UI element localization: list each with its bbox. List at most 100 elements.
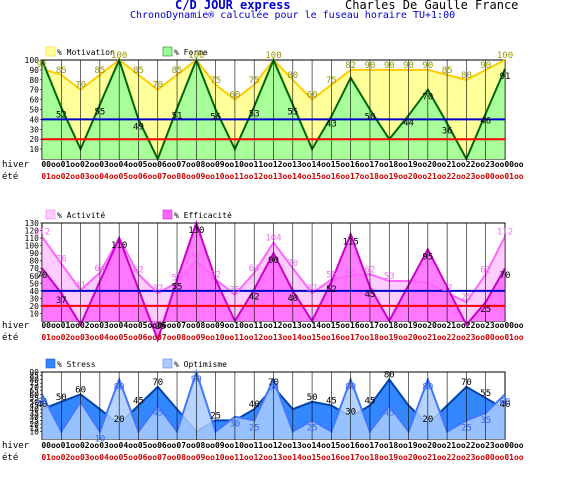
- data-label: 85: [133, 66, 144, 76]
- data-label: 53: [384, 272, 395, 282]
- x-tick-ete: 11oo: [234, 172, 253, 181]
- x-tick-ete: 02oo: [61, 453, 80, 462]
- y-tick-label: 20: [29, 420, 39, 429]
- x-tick-ete: 18oo: [369, 172, 388, 181]
- x-tick-hiver: 17oo: [369, 160, 388, 169]
- data-label: 100: [111, 51, 127, 61]
- y-tick-label: 10: [29, 428, 39, 437]
- x-tick-hiver: 02oo: [80, 160, 99, 169]
- data-label: 80: [422, 382, 433, 392]
- x-tick-ete: 14oo: [292, 453, 311, 462]
- x-tick-ete: 07oo: [157, 172, 176, 181]
- row-label-ete: été: [2, 171, 18, 182]
- data-label: 45: [133, 397, 144, 407]
- y-tick-label: 110: [25, 234, 40, 243]
- x-tick-hiver: 00oo: [504, 160, 523, 169]
- x-tick-hiver: 18oo: [389, 160, 408, 169]
- data-label: 25: [461, 423, 472, 433]
- x-tick-hiver: 07oo: [176, 441, 195, 450]
- y-tick-label: 75: [29, 379, 39, 388]
- data-label: 70: [75, 81, 86, 91]
- x-tick-hiver: 23oo: [485, 160, 504, 169]
- data-label: 100: [188, 51, 204, 61]
- data-label: 80: [191, 252, 202, 262]
- y-tick-label: 10: [29, 145, 39, 154]
- x-tick-ete: 19oo: [389, 172, 408, 181]
- x-tick-hiver: 01oo: [61, 441, 80, 450]
- x-tick-hiver: 07oo: [176, 321, 195, 330]
- y-tick-label: 70: [29, 264, 39, 273]
- x-tick-ete: 16oo: [331, 453, 350, 462]
- x-tick-hiver: 13oo: [292, 160, 311, 169]
- x-tick-ete: 03oo: [80, 453, 99, 462]
- data-label: 52: [326, 285, 337, 295]
- x-tick-ete: 23oo: [466, 333, 485, 342]
- data-label: 25: [480, 305, 491, 315]
- x-tick-hiver: 20oo: [427, 160, 446, 169]
- chart-panel-3: [40, 358, 506, 440]
- x-tick-ete: 23oo: [466, 172, 485, 181]
- data-label: 60: [345, 267, 356, 277]
- data-label: 60: [37, 397, 48, 407]
- row-label-ete: été: [2, 452, 18, 463]
- x-tick-hiver: 06oo: [157, 160, 176, 169]
- data-label: 37: [307, 284, 318, 294]
- data-label: 85: [442, 66, 453, 76]
- data-label: 42: [249, 292, 260, 302]
- x-tick-hiver: 23oo: [485, 321, 504, 330]
- x-tick-hiver: 18oo: [389, 441, 408, 450]
- data-label: 45: [365, 397, 376, 407]
- data-label: 130: [188, 226, 204, 236]
- x-tick-hiver: 04oo: [119, 441, 138, 450]
- legend-label: % Efficacité: [174, 210, 232, 220]
- chart-panel-2: [40, 209, 506, 343]
- x-tick-hiver: 09oo: [215, 321, 234, 330]
- data-label: 91: [500, 72, 511, 82]
- y-tick-label: 80: [29, 375, 39, 384]
- x-tick-hiver: 11oo: [254, 321, 273, 330]
- data-label: 90: [480, 61, 491, 71]
- data-label: 20: [422, 415, 433, 425]
- y-tick-label: 20: [29, 135, 39, 144]
- row-label-hiver: hiver: [2, 321, 30, 331]
- x-tick-hiver: 14oo: [311, 441, 330, 450]
- x-tick-ete: 02oo: [61, 333, 80, 342]
- x-tick-hiver: 00oo: [41, 321, 60, 330]
- x-tick-ete: 10oo: [215, 333, 234, 342]
- y-tick-label: 35: [29, 409, 39, 418]
- data-label: 70: [287, 259, 298, 269]
- data-label: 70: [37, 271, 48, 281]
- x-tick-hiver: 21oo: [446, 321, 465, 330]
- data-label: 25: [307, 423, 318, 433]
- data-label: 90: [384, 61, 395, 71]
- y-tick-label: 65: [29, 387, 39, 396]
- x-tick-ete: 00oo: [485, 453, 504, 462]
- data-label: 90: [403, 61, 414, 71]
- x-tick-ete: 09oo: [196, 172, 215, 181]
- x-tick-ete: 15oo: [311, 453, 330, 462]
- x-tick-hiver: 19oo: [408, 441, 427, 450]
- data-label: 90: [191, 375, 202, 385]
- data-label: -25: [150, 322, 166, 332]
- data-label: 25: [249, 423, 260, 433]
- x-tick-hiver: 18oo: [389, 321, 408, 330]
- chart-panel-1: [40, 46, 506, 162]
- data-label: 36: [442, 126, 453, 136]
- legend-label: % Activité: [57, 210, 105, 220]
- data-label: 51: [172, 274, 183, 284]
- x-tick-ete: 13oo: [273, 333, 292, 342]
- x-tick-hiver: 09oo: [215, 160, 234, 169]
- x-tick-ete: 16oo: [331, 172, 350, 181]
- x-tick-hiver: 17oo: [369, 441, 388, 450]
- y-tick-label: 30: [29, 294, 39, 303]
- data-label: 75: [210, 76, 221, 86]
- legend-swatch: [45, 46, 56, 57]
- data-label: 35: [480, 416, 491, 426]
- x-tick-hiver: 19oo: [408, 321, 427, 330]
- x-tick-ete: 15oo: [311, 333, 330, 342]
- legend-swatch: [162, 46, 173, 57]
- x-tick-ete: 21oo: [427, 453, 446, 462]
- data-label: 37: [56, 296, 67, 306]
- data-label: 70: [152, 378, 163, 388]
